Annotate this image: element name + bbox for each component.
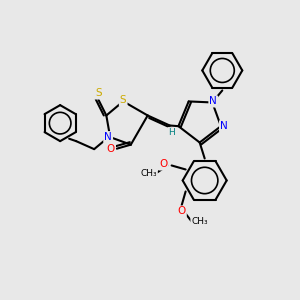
- Text: N: N: [209, 97, 217, 106]
- Text: S: S: [120, 95, 127, 105]
- Text: CH₃: CH₃: [191, 217, 208, 226]
- Text: O: O: [107, 144, 115, 154]
- Text: CH₃: CH₃: [140, 169, 157, 178]
- Text: O: O: [178, 206, 186, 217]
- Text: N: N: [104, 132, 112, 142]
- Text: S: S: [95, 88, 102, 98]
- Text: H: H: [168, 128, 175, 137]
- Text: N: N: [220, 121, 228, 131]
- Text: O: O: [160, 160, 168, 170]
